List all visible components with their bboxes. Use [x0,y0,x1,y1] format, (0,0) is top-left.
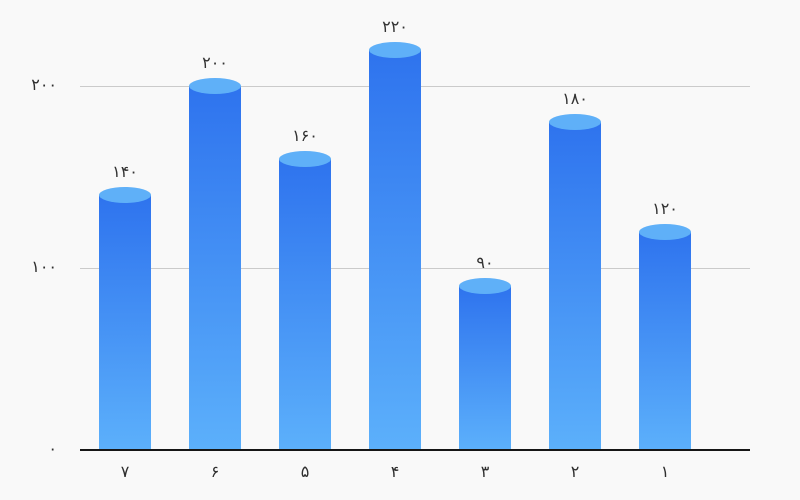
bar-cylinder[interactable] [549,114,601,450]
bar-body [279,159,331,450]
bar-top-ellipse [99,187,151,203]
bar-value-label: ۱۴۰ [112,162,138,181]
x-axis-line [80,449,750,451]
y-axis-tick-label: ۱۰۰ [31,257,57,276]
bar-cylinder[interactable] [189,78,241,450]
bar-body [639,232,691,450]
bar-cylinder[interactable] [459,278,511,450]
bar-cylinder[interactable] [369,42,421,450]
bar-value-label: ۲۲۰ [382,17,408,36]
x-axis-tick-label: ۳ [480,462,490,481]
y-axis-tick-label: ۰ [48,439,57,458]
x-axis-tick-label: ۱ [660,462,670,481]
bar-cylinder[interactable] [279,151,331,450]
bar-value-label: ۱۶۰ [292,126,318,145]
y-axis-tick-label: ۲۰۰ [31,75,57,94]
x-axis-tick-label: ۲ [570,462,580,481]
bar-value-label: ۹۰ [476,253,494,272]
bar-top-ellipse [639,224,691,240]
bar-top-ellipse [189,78,241,94]
bar-cylinder[interactable] [99,187,151,450]
x-axis-tick-label: ۷ [120,462,130,481]
x-axis-tick-label: ۵ [300,462,310,481]
bar-body [459,286,511,450]
x-axis-tick-label: ۶ [210,462,220,481]
bar-top-ellipse [459,278,511,294]
bar-value-label: ۱۸۰ [562,89,588,108]
x-axis-tick-label: ۴ [390,462,400,481]
bar-body [369,50,421,450]
bar-cylinder[interactable] [639,224,691,450]
bar-value-label: ۲۰۰ [202,53,228,72]
bar-body [99,195,151,450]
bar-top-ellipse [369,42,421,58]
bar-top-ellipse [279,151,331,167]
bar-body [189,86,241,450]
bar-body [549,122,601,450]
bar-top-ellipse [549,114,601,130]
bar-value-label: ۱۲۰ [652,199,678,218]
